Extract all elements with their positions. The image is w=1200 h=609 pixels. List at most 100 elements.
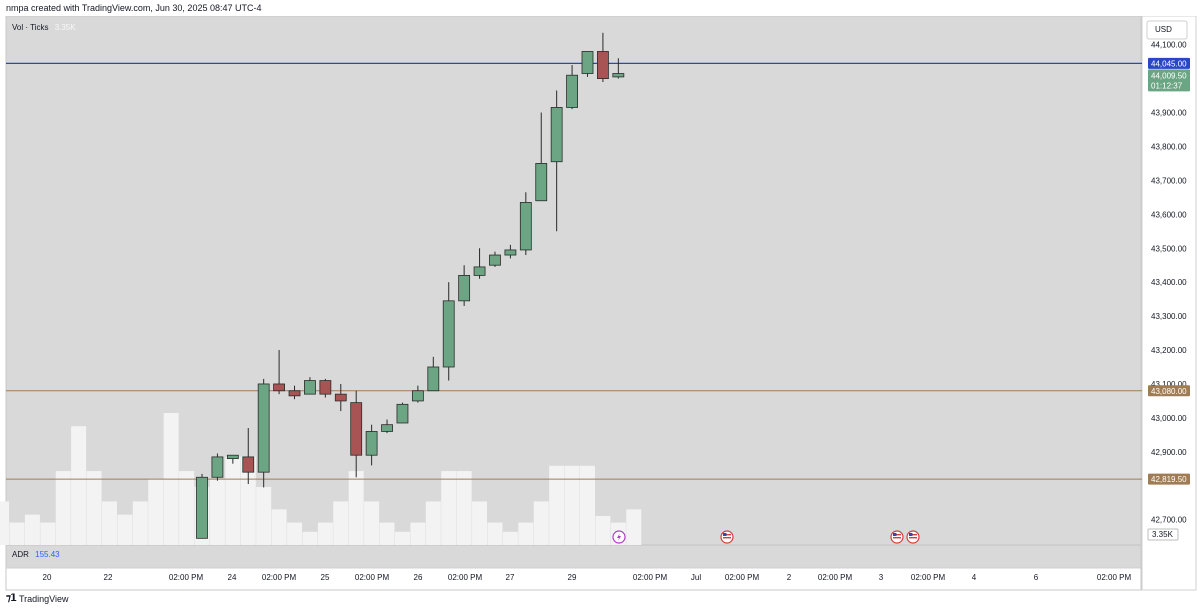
volume-axis-tag[interactable] [1147, 528, 1179, 541]
price-tick-label: 42,700.00 [1151, 516, 1187, 525]
candle[interactable] [550, 90, 563, 232]
volume-bar[interactable] [487, 522, 503, 545]
time-tick-label: 22 [104, 573, 113, 582]
last-price-tag[interactable] [1148, 69, 1190, 92]
volume-bar[interactable] [472, 501, 488, 545]
volume-bar[interactable] [271, 509, 287, 545]
candle[interactable] [504, 244, 517, 259]
time-tick-label: 02:00 PM [448, 573, 483, 582]
volume-bar[interactable] [379, 522, 395, 545]
candle[interactable] [211, 453, 224, 481]
volume-bar[interactable] [441, 471, 457, 545]
candle[interactable] [304, 377, 316, 395]
volume-bar[interactable] [394, 531, 410, 545]
candle-body [365, 431, 378, 456]
volume-bar[interactable] [502, 531, 518, 545]
volume-bar[interactable] [9, 522, 25, 545]
candle[interactable] [535, 112, 548, 202]
candle[interactable] [458, 265, 471, 306]
volume-bar[interactable] [55, 471, 71, 545]
volume-bar[interactable] [364, 501, 380, 545]
volume-bar[interactable] [24, 514, 40, 545]
time-tick-label: 02:00 PM [1097, 573, 1132, 582]
candle[interactable] [365, 424, 378, 466]
volume-bar[interactable] [302, 531, 318, 545]
volume-axis-tag-label: 3.35K [1152, 530, 1174, 539]
price-chart[interactable]: USD 44,100.00 43,900.00 43,800.00 43,700.00 4… [0, 16, 1200, 592]
us-flag-event-icon[interactable] [720, 530, 734, 544]
us-flag-event-icon[interactable] [906, 530, 920, 544]
volume-bar[interactable] [256, 486, 272, 545]
candle[interactable] [257, 378, 270, 488]
volume-bar[interactable] [518, 522, 534, 545]
volume-bar[interactable] [425, 501, 441, 545]
price-line-tag[interactable] [1148, 385, 1190, 397]
volume-bar[interactable] [317, 522, 333, 545]
candle[interactable] [242, 428, 255, 485]
candle[interactable] [396, 402, 409, 424]
candle-body [411, 390, 424, 402]
volume-bar[interactable] [456, 471, 472, 545]
price-line-tag[interactable] [1148, 57, 1190, 69]
volume-bar[interactable] [348, 471, 364, 545]
volume-legend[interactable]: Vol · Ticks 3.35K [12, 23, 76, 32]
volume-bar[interactable] [179, 471, 195, 545]
price-axis: USD 44,100.00 43,900.00 43,800.00 43,700.00 4… [1146, 20, 1190, 541]
candle[interactable] [519, 192, 532, 256]
volume-bar[interactable] [117, 514, 133, 545]
candle-body [519, 202, 532, 251]
volume-bar[interactable] [580, 465, 595, 545]
volume-legend-name: Vol · Ticks [12, 23, 49, 32]
volume-bar[interactable] [209, 479, 225, 545]
volume-bar[interactable] [86, 471, 102, 545]
candle[interactable] [581, 51, 594, 77]
volume-bar[interactable] [287, 522, 303, 545]
candle[interactable] [473, 248, 486, 279]
candle[interactable] [196, 473, 208, 539]
volume-bar[interactable] [626, 509, 642, 545]
candle[interactable] [288, 385, 301, 400]
price-tick-label: 43,500.00 [1151, 244, 1187, 253]
candle[interactable] [566, 65, 578, 110]
candle[interactable] [350, 390, 363, 478]
adr-legend[interactable]: ADR 155.43 [12, 550, 60, 559]
currency-label: USD [1155, 25, 1172, 34]
volume-bar[interactable] [595, 515, 611, 545]
candle[interactable] [442, 282, 455, 381]
volume-bar[interactable] [0, 501, 10, 545]
us-flag-event-icon[interactable] [890, 530, 904, 544]
price-line-tag[interactable] [1148, 473, 1190, 485]
volume-bar[interactable] [549, 465, 565, 545]
volume-bar[interactable] [132, 501, 148, 545]
volume-bar[interactable] [410, 522, 426, 545]
candle-body [288, 390, 301, 397]
candles [196, 32, 625, 539]
candle-body [504, 249, 517, 256]
volume-bar[interactable] [148, 479, 164, 545]
volume-bar[interactable] [71, 426, 87, 545]
candle[interactable] [226, 454, 239, 464]
volume-bar[interactable] [333, 501, 349, 545]
volume-bar[interactable] [101, 501, 117, 545]
volume-bar[interactable] [533, 501, 549, 545]
currency-button[interactable] [1146, 20, 1188, 40]
time-tick-label: 2 [787, 573, 792, 582]
candle[interactable] [427, 356, 440, 392]
candle[interactable] [612, 58, 625, 79]
price-line-tag-label: 43,080.00 [1151, 387, 1187, 396]
candle[interactable] [319, 378, 332, 398]
candle[interactable] [381, 419, 393, 434]
candle[interactable] [597, 32, 609, 82]
candle[interactable] [489, 251, 501, 267]
candle[interactable] [411, 385, 424, 403]
volume-bar[interactable] [225, 456, 241, 545]
lightning-event-icon[interactable] [612, 530, 626, 544]
candle[interactable] [273, 350, 286, 395]
volume-bar[interactable] [564, 465, 580, 545]
time-tick-label: 27 [506, 573, 515, 582]
tradingview-logo-icon: ⁊𝟭 [6, 593, 17, 604]
chart-container[interactable]: USD 44,100.00 43,900.00 43,800.00 43,700.00 4… [0, 16, 1200, 592]
volume-bar[interactable] [40, 522, 56, 545]
price-tick-label: 42,900.00 [1151, 448, 1187, 457]
candle[interactable] [334, 383, 347, 412]
